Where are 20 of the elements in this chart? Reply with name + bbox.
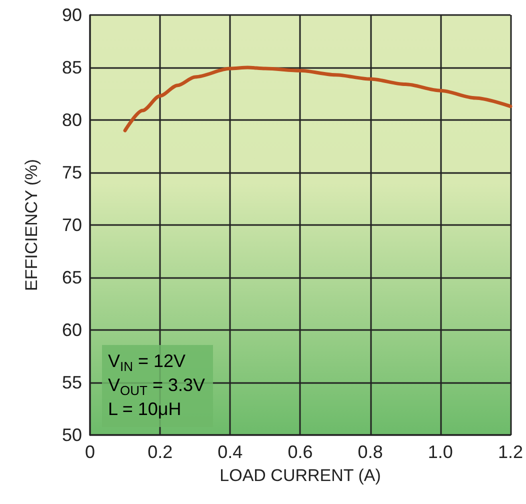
- x-tick-label: 1.0: [428, 442, 453, 462]
- x-tick-label: 0.6: [288, 442, 313, 462]
- x-tick-label: 0.4: [218, 442, 243, 462]
- y-axis-title: EFFICIENCY (%): [22, 159, 41, 291]
- y-tick-label: 90: [62, 5, 82, 25]
- y-tick-label: 85: [62, 58, 82, 78]
- y-tick-label: 70: [62, 215, 82, 235]
- y-tick-label: 60: [62, 320, 82, 340]
- x-axis-title: LOAD CURRENT (A): [220, 466, 381, 485]
- line-series: [123, 66, 512, 132]
- y-tick-label: 75: [62, 162, 82, 182]
- x-tick-label: 0.2: [148, 442, 173, 462]
- y-tick-label: 55: [62, 372, 82, 392]
- y-tick-label: 50: [62, 425, 82, 445]
- x-tick-label: 0.8: [358, 442, 383, 462]
- x-tick-label: 0: [84, 442, 96, 462]
- y-tick-label: 65: [62, 268, 82, 288]
- x-tick-label: 1.2: [498, 442, 524, 462]
- y-tick-label: 80: [62, 110, 82, 130]
- annotation: L = 10μH: [108, 399, 182, 419]
